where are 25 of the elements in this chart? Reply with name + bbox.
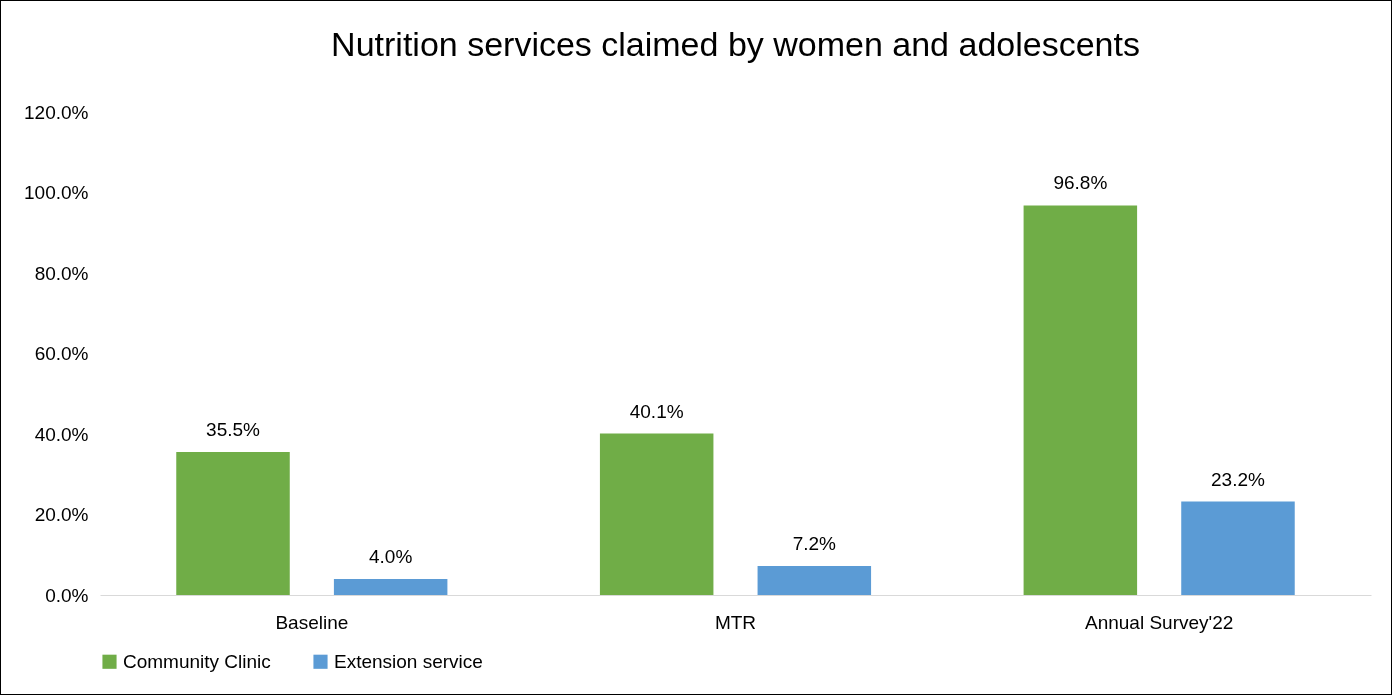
y-tick-label: 100.0% [24, 182, 89, 203]
data-label: 96.8% [1053, 172, 1108, 194]
legend-label: Extension service [334, 650, 483, 672]
legend-label: Community Clinic [123, 650, 271, 672]
data-label: 4.0% [369, 545, 413, 567]
y-tick-label: 40.0% [34, 423, 89, 445]
x-tick-label: Annual Survey'22 [1084, 611, 1234, 633]
x-tick-label: Baseline [275, 611, 349, 633]
data-label: 7.2% [792, 533, 837, 555]
y-tick-label: 0.0% [45, 584, 89, 606]
x-tick-label: MTR [714, 611, 757, 633]
y-tick-label: 60.0% [34, 343, 89, 364]
data-label: 35.5% [206, 419, 261, 441]
bar [757, 566, 872, 595]
y-tick-label: 20.0% [34, 504, 89, 525]
y-tick-label: 80.0% [34, 262, 89, 284]
bar [1023, 205, 1138, 595]
chart-title: Nutrition services claimed by women and adolescents [331, 25, 1140, 63]
bar [1181, 501, 1295, 595]
y-tick-label: 120.0% [24, 101, 89, 123]
bar [599, 433, 714, 595]
bar [176, 452, 290, 595]
data-label: 23.2% [1211, 468, 1266, 490]
bar [333, 578, 448, 595]
data-label: 40.1% [629, 400, 684, 422]
